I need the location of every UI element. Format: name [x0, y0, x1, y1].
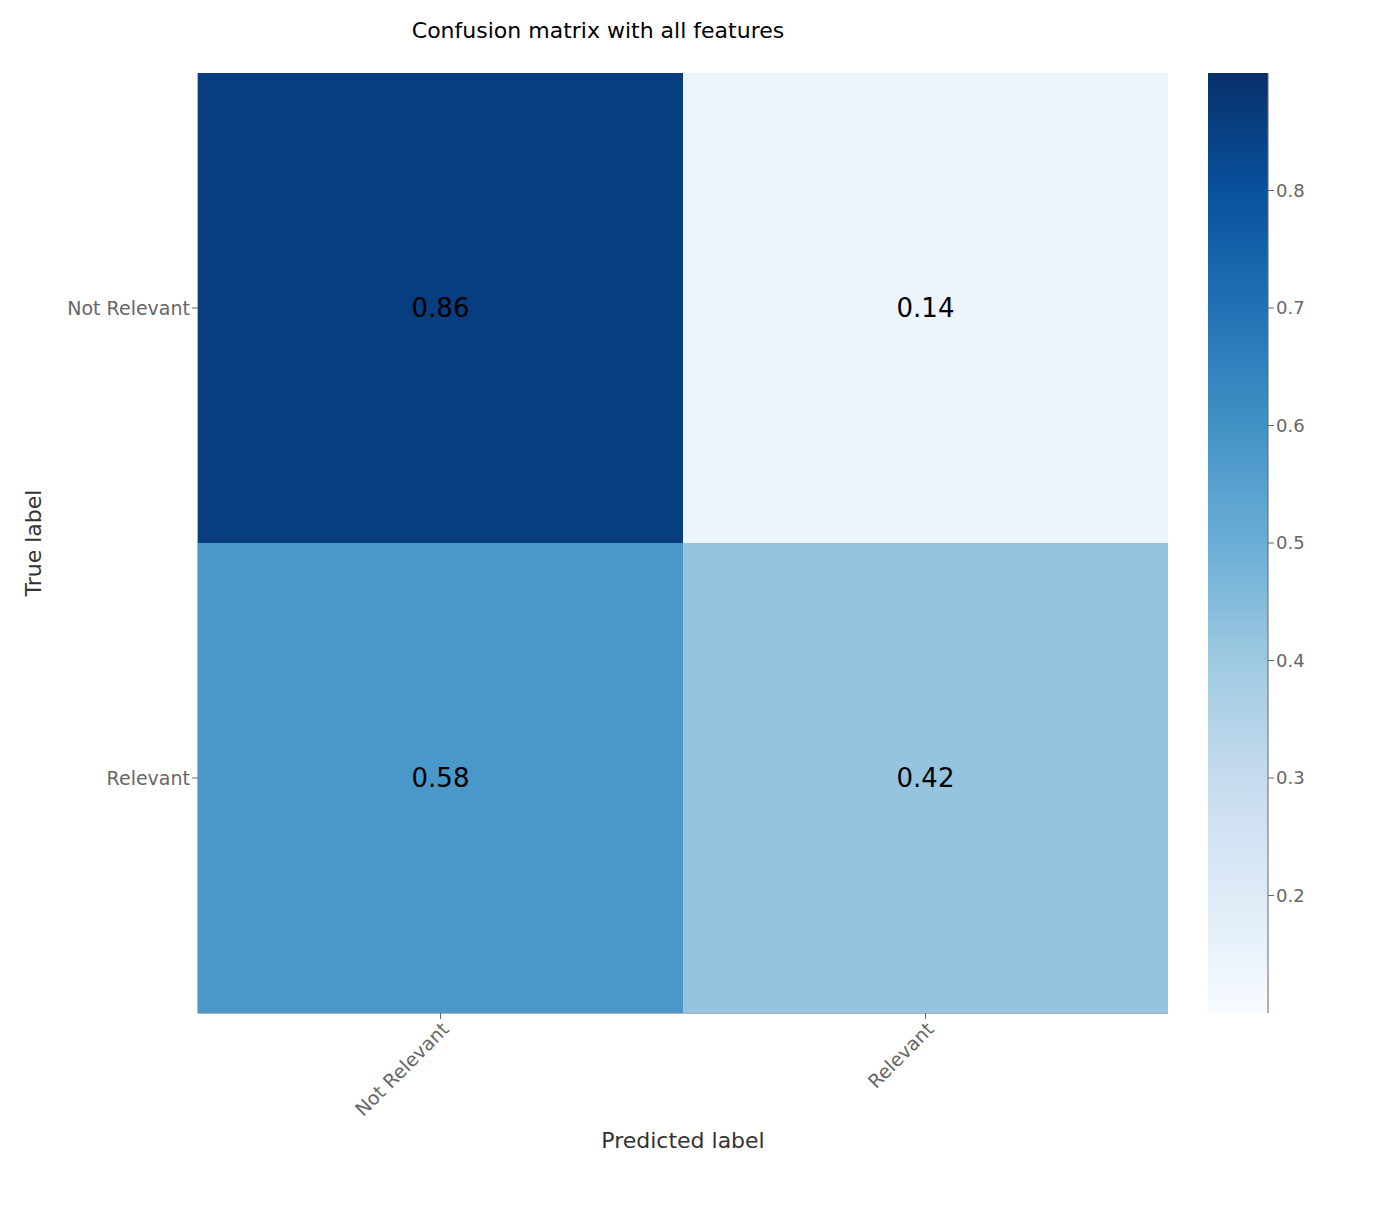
svg-text:Predicted label: Predicted label	[601, 1128, 764, 1153]
svg-text:0.14: 0.14	[897, 293, 955, 323]
svg-text:0.86: 0.86	[412, 293, 470, 323]
svg-text:Not Relevant: Not Relevant	[67, 297, 190, 319]
svg-text:Not Relevant: Not Relevant	[351, 1018, 453, 1120]
svg-text:True label: True label	[21, 490, 46, 598]
svg-text:0.3: 0.3	[1276, 767, 1305, 788]
svg-text:0.4: 0.4	[1276, 650, 1305, 671]
html-text:Confusion matrix with all feat: Confusion matrix with all features	[411, 18, 785, 43]
svg-text:0.58: 0.58	[412, 763, 470, 793]
svg-text:0.7: 0.7	[1276, 297, 1305, 318]
svg-text:0.42: 0.42	[897, 763, 955, 793]
svg-text:Relevant: Relevant	[863, 1018, 938, 1093]
svg-text:0.6: 0.6	[1276, 415, 1305, 436]
svg-text:Relevant: Relevant	[107, 767, 190, 789]
svg-text:0.8: 0.8	[1276, 180, 1305, 201]
svg-text:0.5: 0.5	[1276, 532, 1305, 553]
svg-text:0.2: 0.2	[1276, 885, 1305, 906]
